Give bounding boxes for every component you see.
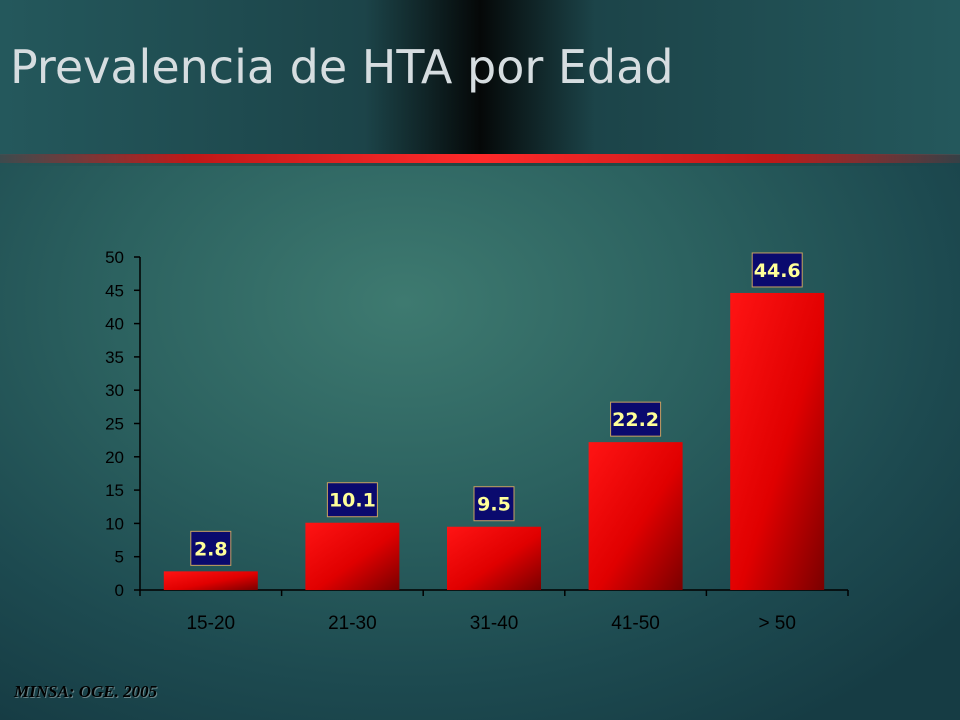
data-label-box [751,252,803,288]
y-tick-label: 45 [105,281,124,300]
data-labels: 2.8 10.1 9.5 22.2 44.6 [190,252,803,566]
data-label-box [610,401,662,437]
y-tick-label: 0 [115,581,124,600]
bar-4 [730,292,825,590]
y-tick-label: 5 [115,548,124,567]
title-bar [0,0,960,155]
data-label: 9.5 [477,494,511,516]
data-label: 10.1 [329,490,376,512]
bars [163,292,825,590]
y-tick-label: 30 [105,381,124,400]
bar-0 [163,571,258,590]
title-divider-shadow [0,163,960,166]
source-citation: MINSA: OGE. 2005 [14,682,158,701]
x-tick-label: 41-50 [611,613,660,634]
y-tick-label: 20 [105,448,124,467]
bar-2 [447,526,541,590]
y-tick-label: 25 [105,415,124,434]
y-tick-label: 15 [105,481,124,500]
title-divider [0,154,960,163]
y-tick-label: 50 [105,248,124,267]
data-label-box [190,530,232,566]
bar-1 [305,522,400,590]
data-label-box [326,482,378,518]
x-tick-label: 21-30 [328,613,377,634]
x-tick-label: > 50 [758,613,796,634]
data-label: 22.2 [612,409,659,431]
x-tick-label: 31-40 [470,613,519,634]
x-tick-label: 15-20 [186,613,235,634]
data-label: 44.6 [754,260,801,282]
x-axis: 15-20 21-30 31-40 41-50 > 50 [139,589,849,634]
y-tick-label: 35 [105,348,124,367]
y-axis: 0 5 10 15 20 25 30 35 40 45 50 [105,248,141,600]
bar-3 [588,442,683,590]
data-label: 2.8 [194,538,228,560]
y-tick-label: 40 [105,315,124,334]
slide-title: Prevalencia de HTA por Edad [10,40,674,94]
y-tick-label: 10 [105,514,124,533]
data-label-box [473,486,515,522]
